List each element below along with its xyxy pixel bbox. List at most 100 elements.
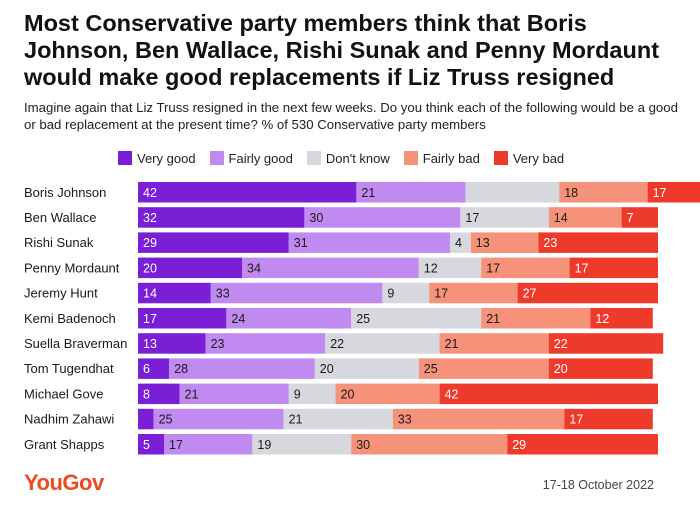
value-label: 9 [294,387,301,401]
value-label: 19 [257,438,271,452]
value-label: 4 [455,236,462,250]
bar-segment [564,408,653,430]
value-label: 28 [174,362,188,376]
bar-segment [252,434,352,455]
bar-segment [288,383,336,405]
bar-segment [538,232,658,253]
value-label: 23 [211,337,225,351]
value-label: 17 [486,261,500,275]
value-label: 21 [289,413,303,427]
bar-segment [418,257,482,279]
bar-segment [439,383,658,405]
value-label: 25 [424,362,438,376]
legend-label: Very good [137,150,196,166]
bar-segment [351,434,508,455]
legend-item: Fairly bad [403,150,480,166]
bar-segment [314,358,419,379]
bar-segment [205,333,326,354]
bar-segment [138,182,357,203]
category-label: Michael Gove [24,386,103,401]
bar-segment [138,232,289,253]
yougov-logo: YouGov [24,470,104,495]
value-label: 21 [361,186,375,200]
bar-segment [356,182,466,203]
bar-segment [242,257,419,279]
bar-segment [138,257,242,279]
value-label: 20 [143,261,157,275]
bar-segment [517,282,658,304]
bar-segment [481,308,591,329]
bar-segment [138,207,305,228]
value-label: 25 [356,312,370,326]
legend-item: Fairly good [209,150,293,166]
bar-segment [138,333,206,354]
value-label: 42 [445,387,459,401]
category-label: Suella Braverman [24,336,127,351]
bar-segment [325,333,440,354]
value-label: 17 [169,438,183,452]
legend-label: Don't know [325,150,390,166]
category-label: Ben Wallace [24,210,97,225]
bar-segment [179,383,289,405]
value-label: 27 [523,287,537,301]
value-label: 7 [627,211,634,225]
bar-segment [226,308,352,329]
value-label: 14 [143,287,157,301]
value-label: 33 [216,287,230,301]
value-label: 9 [387,287,394,301]
value-label: 33 [398,413,412,427]
category-label: Kemi Badenoch [24,311,116,326]
value-label: 21 [185,387,199,401]
bar-segment [548,333,664,354]
legend-swatch [118,151,132,165]
bar-segment [559,182,648,203]
bar-segment [138,358,170,379]
value-label: 17 [465,211,479,225]
value-label: 17 [575,261,589,275]
value-label: 17 [434,287,448,301]
bar-segment [288,232,450,253]
value-label: 5 [143,438,150,452]
value-label: 12 [595,312,609,326]
value-label: 20 [554,362,568,376]
bar-segment [429,282,518,304]
chart-subtitle: Imagine again that Liz Truss resigned in… [24,100,678,132]
chart-title: Most Conservative party members think th… [24,10,660,90]
legend-swatch [306,151,321,165]
category-label: Nadhim Zahawi [24,412,114,427]
legend-item: Don't know [306,150,390,166]
value-label: 17 [569,413,583,427]
bar-segment [335,383,440,405]
category-label: Boris Johnson [24,185,106,200]
value-label: 20 [320,362,334,376]
legend-swatch [209,151,224,165]
value-label: 29 [512,438,526,452]
value-label: 30 [356,438,370,452]
value-label: 22 [554,337,568,351]
value-label: 13 [143,337,157,351]
bar-segment [439,333,549,354]
bar-segment [392,408,565,430]
value-label: 21 [445,337,459,351]
legend-label: Very bad [512,150,565,166]
value-label: 17 [653,186,667,200]
bar-segment [548,207,622,228]
bar-segment [418,358,549,379]
bar-segment [153,408,284,430]
category-label: Penny Mordaunt [24,260,120,275]
bar-segment [465,182,560,203]
value-label: 14 [554,211,568,225]
legend-swatch [493,151,508,165]
legend-label: Fairly bad [422,150,480,166]
bar-segment [138,434,164,455]
value-label: 21 [486,312,500,326]
value-label: 18 [564,186,578,200]
legend-label: Fairly good [228,150,293,166]
bar-segment [138,282,211,304]
value-label: 22 [330,337,344,351]
value-label: 34 [247,261,261,275]
value-label: 13 [476,236,490,250]
bar-segment [138,383,180,405]
bar-segment [351,308,482,329]
value-label: 29 [143,236,157,250]
